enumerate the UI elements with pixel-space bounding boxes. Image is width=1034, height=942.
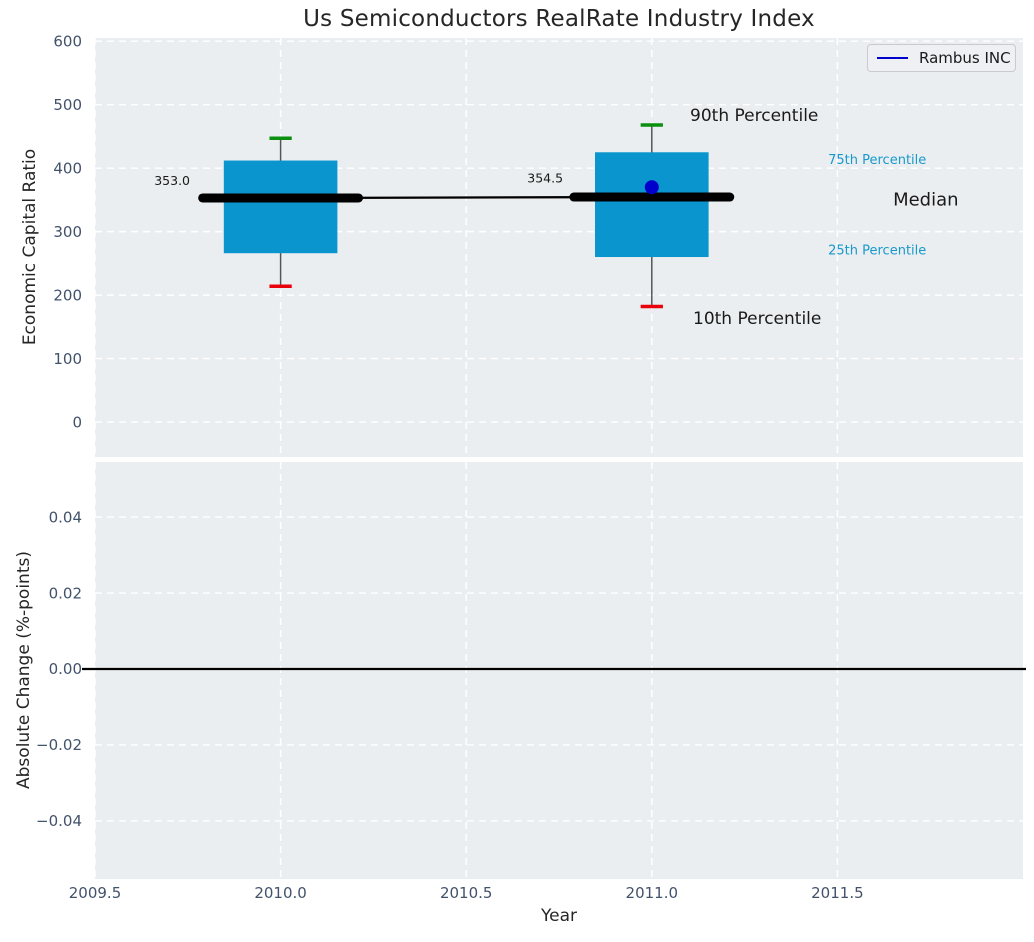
ytick-label: 300 — [53, 223, 82, 241]
xtick-label: 2011.0 — [626, 884, 679, 902]
annotation-10th-percentile: 10th Percentile — [693, 309, 821, 329]
ytick-label: 100 — [53, 350, 82, 368]
x-axis-label: Year — [541, 906, 577, 926]
box-2011 — [595, 152, 709, 258]
xtick-label: 2010.0 — [254, 884, 307, 902]
y-axis-label-bottom: Absolute Change (%-points) — [14, 551, 34, 789]
ytick-label: 600 — [53, 32, 82, 50]
ytick-label: −0.02 — [36, 736, 82, 754]
annotation-353-0: 353.0 — [154, 173, 190, 188]
xtick-label: 2009.5 — [69, 884, 122, 902]
plot-area — [95, 462, 1023, 879]
ytick-label: 0 — [72, 413, 82, 431]
legend-line-icon — [877, 57, 908, 59]
ytick-label: −0.04 — [36, 812, 82, 830]
ytick-label: 0.04 — [49, 508, 82, 526]
ytick-label: 0.02 — [49, 584, 82, 602]
annotation-median: Median — [893, 190, 958, 211]
annotation-90th-percentile: 90th Percentile — [690, 106, 818, 126]
y-axis-label-top: Economic Capital Ratio — [20, 148, 40, 346]
box-2010 — [223, 160, 338, 254]
ytick-label: 0.00 — [49, 660, 82, 678]
annotation-354-5: 354.5 — [527, 171, 563, 186]
chart-title: Us Semiconductors RealRate Industry Inde… — [303, 6, 815, 32]
legend: Rambus INC — [867, 44, 1016, 72]
ytick-label: 500 — [53, 96, 82, 114]
legend-label: Rambus INC — [919, 49, 1011, 67]
annotation-75th-percentile: 75th Percentile — [828, 153, 926, 168]
ytick-label: 400 — [53, 159, 82, 177]
company-point-rambus-inc — [644, 180, 659, 195]
xtick-label: 2010.5 — [440, 884, 493, 902]
ytick-label: 200 — [53, 286, 82, 304]
annotation-25th-percentile: 25th Percentile — [828, 244, 926, 259]
xtick-label: 2011.5 — [811, 884, 864, 902]
